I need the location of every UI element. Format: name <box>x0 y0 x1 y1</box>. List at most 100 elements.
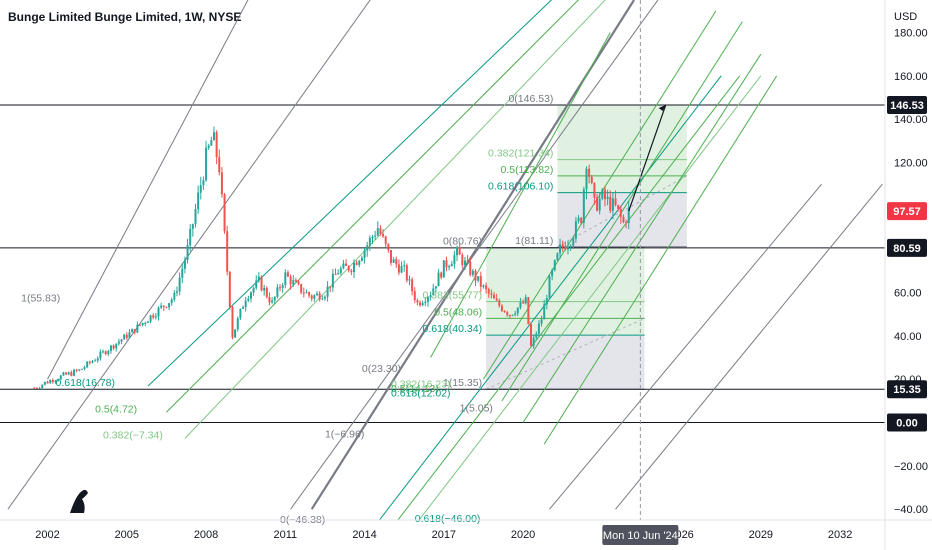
fib-fan-line <box>418 75 762 520</box>
candle-body <box>389 250 392 263</box>
fib-fan-line <box>184 0 606 439</box>
candle-body <box>450 264 453 267</box>
x-tick-label: 2011 <box>273 529 297 541</box>
candle-body <box>72 369 75 376</box>
candle-body <box>543 304 546 320</box>
candle-body <box>273 296 276 301</box>
x-tick-label: 2014 <box>352 529 376 541</box>
candle-body <box>329 286 332 288</box>
candle-body <box>437 272 440 287</box>
candle-body <box>556 253 559 261</box>
candle-body <box>527 297 530 325</box>
price-badge: 80.59 <box>893 243 921 255</box>
candle-body <box>617 204 620 209</box>
candle-body <box>337 273 340 275</box>
candle-body <box>194 209 197 225</box>
price-badge: 15.35 <box>893 384 921 396</box>
candle-body <box>508 314 511 316</box>
y-tick-label: 160.00 <box>894 71 928 83</box>
candle-body <box>139 324 142 326</box>
candle-body <box>286 272 289 277</box>
pitchfork-line <box>7 0 371 510</box>
candle-body <box>419 302 422 306</box>
lower-fib-level-label: 0.5(48.06) <box>434 306 482 318</box>
candle-body <box>289 276 292 285</box>
price-badge: 146.53 <box>890 100 924 112</box>
candle-body <box>609 196 612 211</box>
candle-body <box>242 307 245 309</box>
candle-body <box>545 298 548 305</box>
plot-area <box>0 0 885 520</box>
candle-body <box>588 168 591 177</box>
candle-body <box>500 305 503 311</box>
candle-body <box>323 296 326 299</box>
candle-body <box>434 286 437 289</box>
candle-body <box>334 273 337 275</box>
candle-body <box>530 324 532 346</box>
candle-body <box>310 295 313 299</box>
candle-body <box>448 266 451 268</box>
candle-body <box>316 293 319 296</box>
candle-body <box>442 260 445 278</box>
y-tick-label: 120.00 <box>894 158 928 170</box>
candle-body <box>43 381 46 385</box>
lower-fib-gray-fill <box>486 335 645 390</box>
candle-body <box>136 324 139 333</box>
candle-body <box>176 291 178 293</box>
candle-body <box>41 384 44 389</box>
price-badge-bg <box>887 96 927 115</box>
candle-body <box>548 276 551 299</box>
candle-body <box>220 172 223 195</box>
candle-body <box>123 334 126 340</box>
candle-body <box>46 381 49 384</box>
candle-body <box>279 287 282 289</box>
candle-body <box>601 189 604 199</box>
candle-body <box>88 361 91 363</box>
candle-body <box>551 270 554 277</box>
candle-body <box>173 292 176 300</box>
candle-body <box>577 217 580 222</box>
x-tick-label: 2020 <box>511 529 535 541</box>
crosshair-label: Mon 10 Jun '24 <box>603 530 678 542</box>
candle-body <box>456 247 459 256</box>
candle-body <box>413 291 416 301</box>
x-tick-label: 2029 <box>749 529 773 541</box>
candle-body <box>178 277 181 292</box>
candle-body <box>382 234 385 237</box>
currency-label: USD <box>894 11 917 23</box>
lower-fib-level-label: 0.618(40.34) <box>423 323 483 335</box>
fib-annotation: 1(5.05) <box>460 403 493 415</box>
candle-body <box>33 387 36 389</box>
candle-body <box>215 132 218 158</box>
lower-fib-diagonal <box>485 317 645 390</box>
x-tick-label: 2008 <box>194 529 218 541</box>
candle-body <box>99 351 102 359</box>
candle-body <box>117 341 120 344</box>
candle-body <box>271 300 274 303</box>
candle-body <box>308 292 311 296</box>
candle-body <box>186 245 189 260</box>
pitchfork-line <box>615 183 883 510</box>
candle-body <box>104 351 107 355</box>
candle-body <box>281 285 284 289</box>
candle-body <box>495 298 498 301</box>
chart-title: Bunge Limited Bunge Limited, 1W, NYSE <box>8 10 242 24</box>
candle-body <box>593 182 596 198</box>
projection-arrow <box>628 104 667 212</box>
candle-body <box>479 276 482 287</box>
candle-body <box>260 276 263 291</box>
channel-line <box>501 21 743 402</box>
y-tick-label: −20.00 <box>894 461 928 473</box>
y-tick-label: 40.00 <box>894 331 922 343</box>
price-badge: 97.57 <box>893 206 921 218</box>
fib-fan-line <box>147 0 553 387</box>
candle-body <box>535 333 538 338</box>
y-tick-label: −40.00 <box>894 504 928 516</box>
fib-fan-line <box>378 75 722 520</box>
candle-body <box>347 265 350 271</box>
lower-fib-level-label: 0(80.76) <box>443 236 482 248</box>
candle-body <box>469 261 472 275</box>
candle-body <box>614 198 617 205</box>
